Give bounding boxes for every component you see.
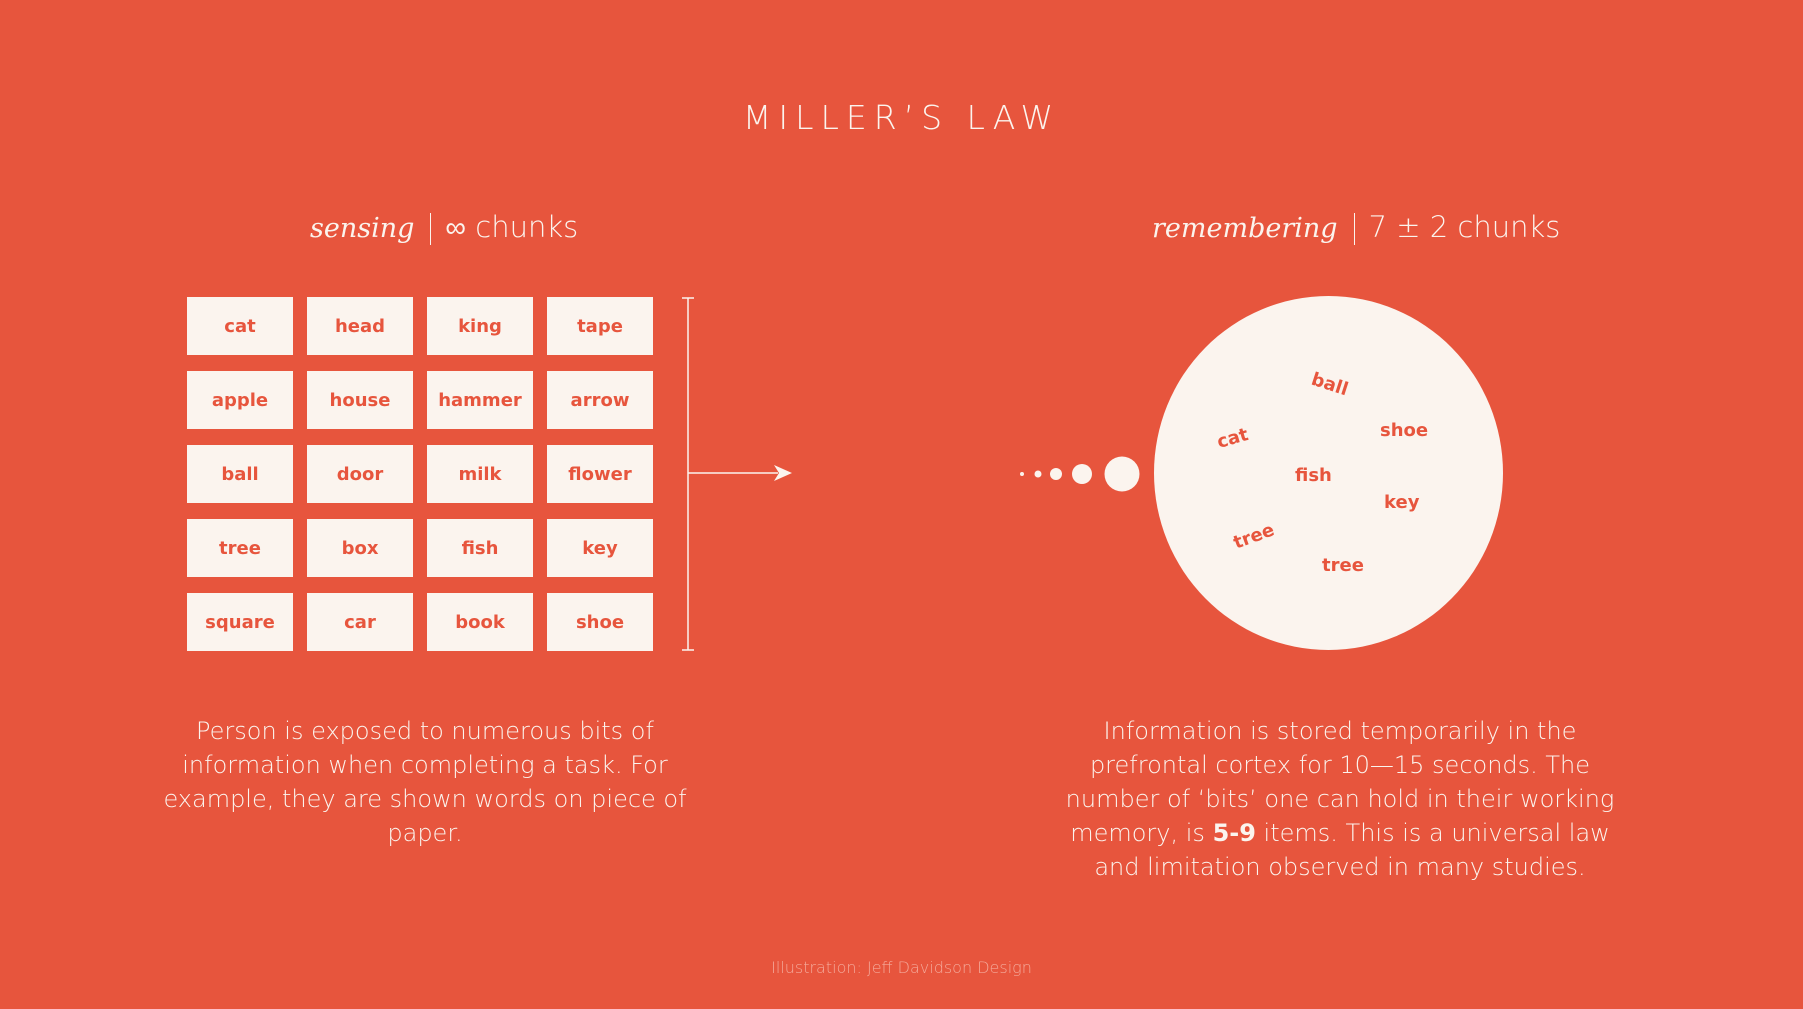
remembering-description-text: items. This is a universal law and limit…: [1094, 819, 1610, 881]
word-card: king: [427, 297, 533, 355]
sensing-description: Person is exposed to numerous bits of in…: [163, 717, 687, 847]
word-card: flower: [547, 445, 653, 503]
heading-divider: [1353, 213, 1355, 245]
sensing-count: ∞ chunks: [445, 210, 579, 244]
memory-word: ball: [1308, 368, 1351, 401]
thought-dot: [1104, 456, 1140, 492]
memory-word: tree: [1322, 555, 1364, 576]
word-card: key: [547, 519, 653, 577]
memory-word: tree: [1230, 519, 1278, 554]
word-card: shoe: [547, 593, 653, 651]
word-card: cat: [187, 297, 293, 355]
sensing-label: sensing: [310, 213, 415, 244]
word-card: tape: [547, 297, 653, 355]
remembering-label: remembering: [1152, 213, 1338, 244]
memory-word: cat: [1214, 424, 1251, 453]
sensing-heading: sensing ∞ chunks: [310, 210, 578, 245]
word-card: tree: [187, 519, 293, 577]
word-card: door: [307, 445, 413, 503]
remembering-description-text: Information is stored temporarily in the…: [1065, 717, 1615, 847]
word-card: hammer: [427, 371, 533, 429]
word-card: car: [307, 593, 413, 651]
range-bracket: [682, 297, 694, 651]
remembering-heading: remembering 7 ± 2 chunks: [1152, 210, 1560, 245]
heading-divider: [430, 213, 432, 245]
illustration-credit: Illustration: Jeff Davidson Design: [771, 958, 1032, 977]
word-card: arrow: [547, 371, 653, 429]
thought-dot: [1034, 470, 1042, 478]
word-card: fish: [427, 519, 533, 577]
memory-word: shoe: [1380, 420, 1429, 441]
memory-word: key: [1384, 492, 1420, 513]
word-card: head: [307, 297, 413, 355]
remembering-description: Information is stored temporarily in the…: [1055, 714, 1625, 884]
memory-bubble: ball shoe cat fish key tree tree: [1154, 296, 1503, 650]
thought-dot: [1020, 472, 1024, 476]
right-arrow-icon: [688, 465, 792, 481]
word-card: apple: [187, 371, 293, 429]
thought-dot: [1072, 464, 1092, 484]
word-card: milk: [427, 445, 533, 503]
word-card: ball: [187, 445, 293, 503]
word-card: house: [307, 371, 413, 429]
remembering-count: 7 ± 2 chunks: [1368, 210, 1561, 244]
word-card: square: [187, 593, 293, 651]
word-card: book: [427, 593, 533, 651]
word-card: box: [307, 519, 413, 577]
remembering-description-highlight: 5-9: [1212, 819, 1256, 847]
thought-dots: [1020, 456, 1140, 492]
memory-word: fish: [1295, 465, 1332, 486]
word-card-grid: cat head king tape apple house hammer ar…: [187, 297, 653, 651]
thought-dot: [1050, 468, 1062, 480]
page-title: MILLER’S LAW: [742, 98, 1061, 137]
